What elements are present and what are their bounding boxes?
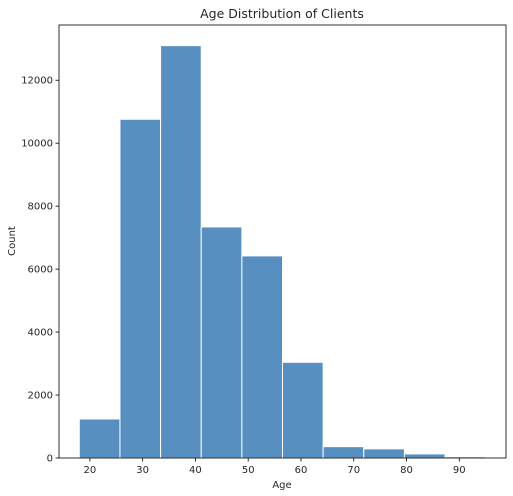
y-tick-label: 12000: [21, 76, 53, 87]
y-tick-label: 8000: [28, 202, 53, 213]
histogram-bar-8: [363, 448, 405, 459]
y-tick-label: 10000: [21, 139, 53, 150]
histogram-bar-3: [160, 45, 202, 459]
x-tick-label: 30: [136, 465, 149, 476]
plot-area-frame: [58, 24, 507, 459]
histogram-bar-5: [241, 255, 283, 459]
x-axis-label: Age: [272, 480, 291, 491]
histogram-bar-4: [200, 226, 243, 459]
bars-group: [78, 45, 487, 459]
x-tick-label: 20: [84, 465, 97, 476]
x-tick-label: 40: [189, 465, 202, 476]
histogram-bar-6: [282, 361, 324, 459]
histogram-bar-1: [78, 418, 121, 459]
x-tick-label: 80: [400, 465, 413, 476]
x-tick-label: 60: [295, 465, 308, 476]
y-tick-label: 6000: [28, 265, 53, 276]
y-axis-ticks: 0 2000 4000 6000 8000 10000 12000: [21, 76, 59, 465]
y-tick-label: 2000: [28, 391, 53, 402]
x-tick-label: 50: [242, 465, 255, 476]
histogram-bar-7: [322, 446, 365, 459]
y-tick-label: 0: [47, 454, 53, 465]
x-axis-ticks: 20 30 40 50 60 70 80 90: [84, 458, 466, 476]
histogram-bar-2: [119, 118, 162, 459]
y-tick-label: 4000: [28, 328, 53, 339]
histogram-bar-9: [403, 453, 446, 459]
x-tick-label: 90: [453, 465, 466, 476]
y-axis-label: Count: [7, 226, 18, 256]
chart-title: Age Distribution of Clients: [200, 6, 364, 21]
x-tick-label: 70: [347, 465, 360, 476]
